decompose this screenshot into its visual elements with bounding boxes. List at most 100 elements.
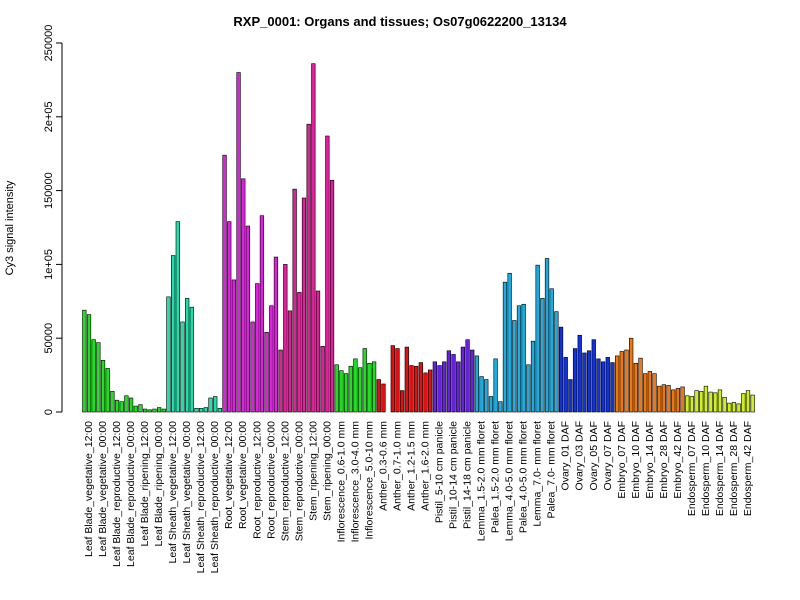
bar xyxy=(217,408,223,413)
x-tick-label: Ovary_07 DAF xyxy=(602,421,614,490)
bar xyxy=(442,361,447,413)
bar xyxy=(400,390,405,413)
bar xyxy=(657,385,662,413)
bar xyxy=(675,388,681,413)
bar xyxy=(689,396,695,413)
chart-title: RXP_0001: Organs and tissues; Os07g06222… xyxy=(233,14,567,29)
bar xyxy=(414,365,419,413)
bar xyxy=(638,357,643,413)
bar xyxy=(213,396,218,413)
bar xyxy=(278,349,283,413)
bar xyxy=(731,402,737,413)
bar xyxy=(119,401,124,413)
bar xyxy=(161,408,166,413)
bar xyxy=(329,179,335,413)
bar xyxy=(264,331,269,413)
x-tick-label: Leaf Blade_reproductive_12:00 xyxy=(111,421,123,567)
x-tick-label: Leaf Blade_ripening_12:00 xyxy=(139,421,151,547)
bar xyxy=(540,298,545,413)
bar xyxy=(432,361,437,413)
bar xyxy=(717,389,723,413)
bar xyxy=(82,309,87,413)
bar xyxy=(479,376,484,413)
bar xyxy=(91,339,96,413)
x-tick-label: Lemma_1.5-2.0 mm floret xyxy=(476,421,488,541)
bar xyxy=(544,258,550,413)
y-axis: 0 50000 1e+05 150000 2e+05 250000 xyxy=(43,25,63,415)
y-tick-label: 150000 xyxy=(43,172,55,209)
x-tick-label: Leaf Sheath_reproductive_12:00 xyxy=(195,421,207,574)
bar xyxy=(269,305,274,413)
bar xyxy=(456,361,461,413)
y-tick-label: 2e+05 xyxy=(43,101,55,132)
bar xyxy=(371,361,377,413)
x-tick-label: Stem_reproductive_12:00 xyxy=(279,421,291,541)
x-tick-label: Root_reproductive_00:00 xyxy=(265,421,277,539)
bar xyxy=(470,349,475,413)
bar xyxy=(194,408,199,413)
x-tick-label: Lemma_4.0-5.0 mm floret xyxy=(504,421,516,541)
bar xyxy=(114,399,120,413)
bar xyxy=(171,255,176,413)
x-tick-label: Embryo_42 DAF xyxy=(672,421,684,499)
bar xyxy=(315,290,321,413)
bar xyxy=(152,408,157,413)
bar xyxy=(446,350,452,413)
bar xyxy=(498,401,503,413)
bar xyxy=(572,348,578,413)
bar xyxy=(699,391,704,413)
bar xyxy=(680,386,685,413)
bar xyxy=(259,215,265,413)
x-tick-label: Leaf Sheath_vegetative_12:00 xyxy=(167,421,179,564)
bar xyxy=(325,135,330,413)
bar xyxy=(694,390,699,413)
x-tick-label: Endosperm_28 DAF xyxy=(728,421,740,516)
bar xyxy=(166,296,171,413)
x-tick-label: Anther_1.6-2.0 mm xyxy=(420,421,432,511)
x-tick-label: Stem_ripening_00:00 xyxy=(321,421,333,521)
bar xyxy=(521,303,526,413)
bar xyxy=(577,334,582,413)
bar xyxy=(708,391,713,413)
bar xyxy=(484,379,489,413)
x-tick-label: Endosperm_07 DAF xyxy=(686,421,698,516)
x-tick-label: Endosperm_10 DAF xyxy=(700,421,712,516)
x-axis-tick-labels: Leaf Blade_vegetative_12:00 Leaf Blade_ve… xyxy=(83,421,754,574)
bar xyxy=(661,384,666,413)
bar xyxy=(666,385,671,413)
x-tick-label: Inflorescence_5.0-10 mm xyxy=(363,421,375,540)
x-tick-label: Endosperm_14 DAF xyxy=(714,421,726,516)
bar xyxy=(493,358,498,413)
bar xyxy=(255,283,260,413)
bar xyxy=(554,311,559,413)
bar xyxy=(128,397,134,413)
bar xyxy=(596,358,601,413)
bar xyxy=(175,221,180,413)
bar xyxy=(516,305,522,413)
x-tick-label: Pistil_14-18 cm panicle xyxy=(462,421,474,529)
x-tick-label: Ovary_03 DAF xyxy=(574,421,586,490)
x-tick-label: Embryo_10 DAF xyxy=(630,421,642,499)
x-tick-label: Anther_1.2-1.5 mm xyxy=(405,421,417,511)
bar xyxy=(474,355,480,413)
bar xyxy=(741,393,746,413)
x-tick-label: Leaf Blade_ripening_00:00 xyxy=(153,421,165,547)
x-tick-label: Lemma_7.0- mm floret xyxy=(532,421,544,527)
x-tick-label: Anther_0.3-0.6 mm xyxy=(377,421,389,511)
x-tick-label: Root_vegetative_12:00 xyxy=(223,421,235,529)
x-tick-label: Stem_reproductive_00:00 xyxy=(293,421,305,541)
bar xyxy=(526,364,531,413)
bar xyxy=(727,402,732,413)
bar xyxy=(367,362,372,413)
bar xyxy=(138,404,143,413)
bar xyxy=(624,349,629,413)
bar xyxy=(147,409,152,413)
x-tick-label: Endosperm_42 DAF xyxy=(742,421,754,516)
x-tick-label: Leaf Blade_vegetative_00:00 xyxy=(97,421,109,557)
bar xyxy=(703,385,709,413)
bar xyxy=(418,362,423,413)
bar xyxy=(110,391,115,413)
bar xyxy=(451,354,456,413)
bar xyxy=(362,348,367,413)
